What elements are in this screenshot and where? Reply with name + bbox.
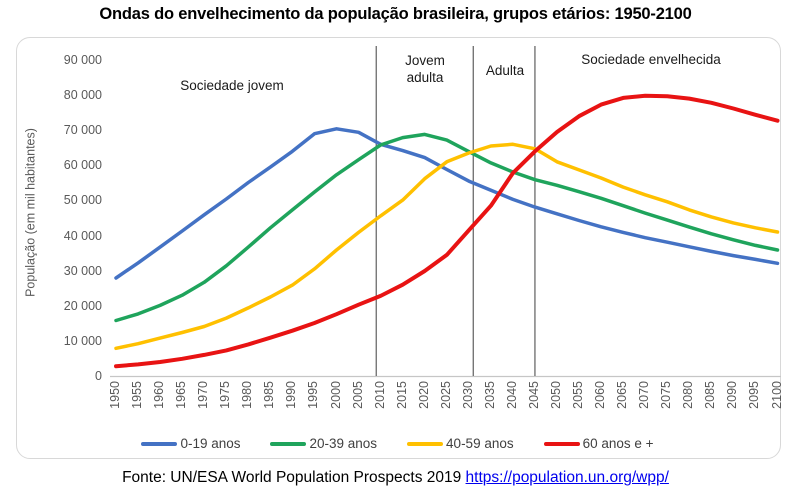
legend-label: 60 anos e + xyxy=(582,436,654,451)
legend-item-20-39: 20-39 anos xyxy=(270,436,377,451)
legend-label: 0-19 anos xyxy=(180,436,241,451)
series-line xyxy=(114,142,780,351)
legend-label: 40-59 anos xyxy=(446,436,514,451)
legend-item-40-59: 40-59 anos xyxy=(407,436,514,451)
chart-frame xyxy=(16,37,781,459)
source-text: Fonte: UN/ESA World Population Prospects… xyxy=(122,469,466,486)
legend-item-0-19: 0-19 anos xyxy=(141,436,240,451)
series-line xyxy=(114,132,780,323)
series-line xyxy=(114,93,780,369)
chart-title: Ondas do envelhecimento da população bra… xyxy=(99,5,692,23)
series-swatch-60-plus xyxy=(543,441,580,446)
source-link[interactable]: https://population.un.org/wpp/ xyxy=(465,469,669,486)
legend-item-60-plus: 60 anos e + xyxy=(543,436,654,451)
source-line: Fonte: UN/ESA World Population Prospects… xyxy=(0,469,791,487)
region-label-sociedade-envelhecida: Sociedade envelhecida xyxy=(581,52,721,67)
series-swatch-20-39 xyxy=(270,441,307,446)
region-label-jovem-adulta: Jovem adulta xyxy=(405,53,445,85)
legend: 0-19 anos 20-39 anos 40-59 anos 60 anos … xyxy=(16,436,779,451)
series-swatch-40-59 xyxy=(407,441,444,446)
region-label-adulta: Adulta xyxy=(485,63,525,78)
series-swatch-0-19 xyxy=(141,441,178,446)
series-line xyxy=(114,127,780,280)
legend-label: 20-39 anos xyxy=(309,436,378,451)
region-label-sociedade-jovem: Sociedade jovem xyxy=(180,78,284,93)
